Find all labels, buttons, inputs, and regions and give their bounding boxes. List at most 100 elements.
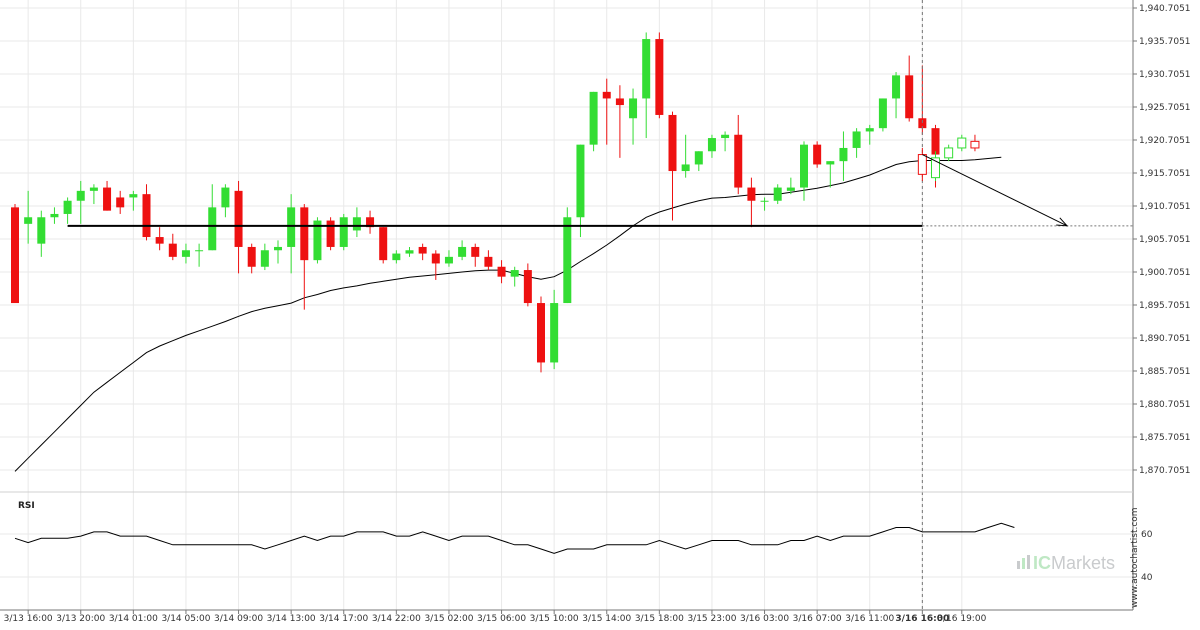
candle-body [878,98,887,129]
bearish-candle [602,78,611,145]
bearish-candle [537,296,545,373]
bearish-candle [168,233,177,261]
candle-body [366,217,375,228]
candle-body [615,98,624,106]
price-tick-label: 1,880.7051 [1139,400,1191,410]
bullish-candle [260,243,269,271]
bearish-candle [747,177,756,228]
bullish-candle [352,207,361,238]
candle-body [642,39,651,99]
bearish-candle [905,55,914,122]
price-tick-label: 1,925.7051 [1139,103,1191,113]
bullish-candle [458,240,467,261]
time-tick-label: 3/15 06:00 [477,614,526,624]
time-tick-label: 3/14 05:00 [161,614,210,624]
candle-body [37,217,46,244]
bullish-candle [195,243,204,267]
candle-body [181,250,190,257]
bullish-candle [181,243,190,264]
bullish-candle [694,151,703,172]
price-tick-label: 1,900.7051 [1139,268,1191,278]
candle-body [155,237,164,244]
candle-body [668,114,677,172]
candle-body [221,187,230,208]
candle-body [208,207,217,251]
candle-body [826,161,835,165]
bearish-candle [813,141,822,168]
bullish-candle [287,194,296,274]
watermark: ICMarkets www.autochartist.com [1017,507,1140,608]
price-tick-label: 1,915.7051 [1139,169,1191,179]
time-tick-label: 3/14 22:00 [372,614,421,624]
candle-body [89,187,98,191]
arrow-head-icon [1056,217,1069,227]
price-tick-label: 1,935.7051 [1139,37,1191,47]
candle-body [707,138,716,152]
candle-body [247,246,256,267]
bullish-candle [865,124,874,145]
candle-body [379,227,388,261]
brand-watermark: ICMarkets [1033,553,1115,573]
time-tick-label: 3/15 02:00 [424,614,473,624]
brand-name: Markets [1051,553,1115,573]
candle-body [865,128,874,132]
bullish-candle [760,197,769,211]
candle-body [931,128,940,155]
bearish-candle [615,85,624,158]
candle-body [773,187,782,201]
bullish-candle [208,184,217,251]
bullish-candle [50,207,59,224]
price-tick-label: 1,920.7051 [1139,136,1191,146]
rsi-panel: RSI 60 40 [14,501,1153,583]
brand-prefix: IC [1033,553,1051,573]
time-tick-label: 3/14 17:00 [319,614,368,624]
bullish-candle [852,128,861,158]
bullish-candle [707,134,716,158]
price-tick-label: 1,875.7051 [1139,433,1191,443]
bearish-candle [300,204,309,310]
bullish-candle [392,250,401,264]
projection-arrow [922,154,1068,227]
icmarkets-logo-icon [1017,555,1030,569]
candle-body [800,144,808,188]
rsi-series [14,522,1015,554]
candle-body [129,194,138,198]
bullish-candle [839,131,848,181]
bearish-candle [431,250,440,280]
candlesticks [11,32,940,373]
bullish-candle [878,98,887,132]
bearish-candle [484,250,493,271]
time-tick-label: 3/14 13:00 [267,614,316,624]
bullish-candle [76,180,85,224]
rsi-title: RSI [18,501,35,511]
candle-body [11,207,19,304]
bearish-candle [734,114,743,195]
candle-body [458,246,467,257]
candle-body [76,190,85,201]
candle-body [50,213,59,218]
candle-body [786,187,795,191]
candle-body [352,217,361,231]
candle-body [655,39,664,115]
candle-body [484,256,493,267]
time-tick-label: 3/16 07:00 [793,614,842,624]
candle-body [721,134,730,139]
time-tick-label: 3/15 10:00 [530,614,579,624]
candle-body [418,246,427,254]
time-tick-label: 3/15 23:00 [687,614,736,624]
candle-body [116,197,125,208]
autochartist-site: www.autochartist.com [1130,507,1140,608]
price-tick-label: 1,905.7051 [1139,235,1191,245]
bullish-candle [721,131,730,152]
forecast-candle [917,147,927,181]
price-tick-label: 1,910.7051 [1139,202,1191,212]
candle-body [852,131,861,148]
bearish-candle [655,32,664,119]
bullish-candle [800,141,808,201]
time-tick-label: 3/14 09:00 [214,614,263,624]
bullish-candle [444,250,453,267]
candle-body [63,200,72,214]
bullish-candle [405,246,414,257]
candle-body [405,250,414,254]
